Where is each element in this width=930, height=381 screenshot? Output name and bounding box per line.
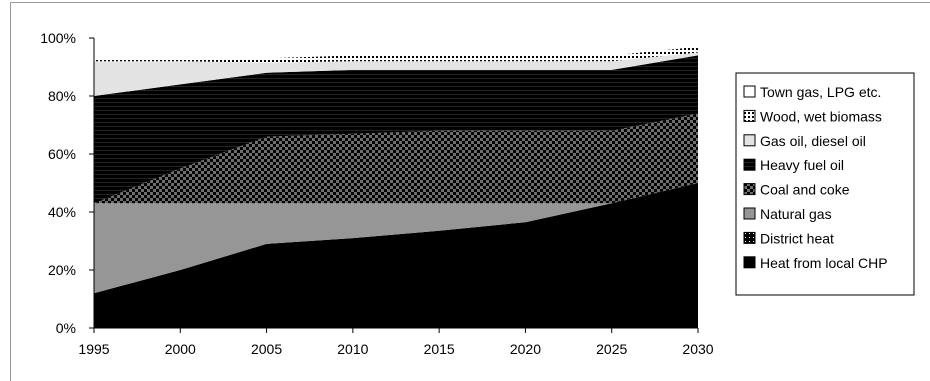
x-tick-label: 2020	[510, 341, 541, 357]
area-natural-gas	[94, 183, 698, 294]
axes: 0% 20% 40% 60% 80% 100% 1995 2000 2005 2010 2015 20…	[40, 30, 714, 357]
plot-area	[94, 40, 698, 328]
legend-label: Town gas, LPG etc.	[760, 84, 881, 100]
area-heavy-fuel-oil	[94, 55, 698, 204]
legend-box	[735, 72, 915, 296]
x-tick-label: 2025	[596, 341, 627, 357]
legend-label: Gas oil, diesel oil	[760, 133, 866, 149]
y-tick-label: 0%	[56, 320, 76, 336]
legend-label: Heavy fuel oil	[760, 157, 844, 173]
x-tick-label: 2030	[682, 341, 713, 357]
legend-swatch	[743, 85, 756, 98]
legend-swatch	[743, 256, 756, 269]
y-tick-label: 80%	[48, 88, 76, 104]
x-tick-label: 2010	[337, 341, 368, 357]
legend-label: Wood, wet biomass	[760, 108, 882, 124]
area-coal-and-coke	[94, 113, 698, 204]
legend: Town gas, LPG etc. Wood, wet biomass Gas o…	[735, 72, 915, 296]
y-tick-label: 20%	[48, 262, 76, 278]
x-tick-label: 2000	[165, 341, 196, 357]
area-heat-from-local-chp	[94, 183, 698, 328]
area-wood-wet-biomass	[94, 46, 698, 63]
legend-swatch	[743, 207, 756, 220]
legend-swatch	[743, 109, 756, 122]
x-tick-label: 2015	[424, 341, 455, 357]
x-tick-label: 2005	[251, 341, 282, 357]
legend-swatch	[743, 134, 756, 147]
legend-swatch	[743, 231, 756, 244]
y-tick-label: 60%	[48, 146, 76, 162]
area-gas-oil-diesel-oil	[94, 52, 698, 96]
legend-swatch	[743, 158, 756, 171]
legend-swatch	[743, 183, 756, 196]
area-town-gas-lpg-etc	[94, 40, 698, 59]
legend-label: Heat from local CHP	[760, 255, 888, 271]
legend-label: Coal and coke	[760, 182, 850, 198]
legend-label: District heat	[760, 230, 834, 246]
x-tick-label: 1995	[78, 341, 109, 357]
y-tick-label: 40%	[48, 204, 76, 220]
legend-label: Natural gas	[760, 206, 832, 222]
y-tick-label: 100%	[40, 30, 76, 46]
